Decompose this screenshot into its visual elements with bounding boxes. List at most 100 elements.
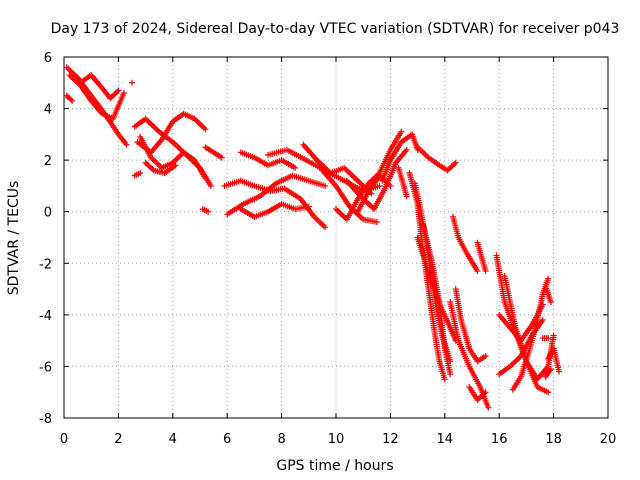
y-tick-label: 2 [44,154,52,169]
data-point [67,96,74,103]
series-track-25 [406,170,448,383]
data-point [202,175,209,182]
series-track-11 [199,206,212,215]
series-track-31 [447,298,492,411]
data-point [550,332,557,339]
series-track-10 [202,144,225,161]
data-point [547,366,554,373]
data-point [545,335,552,342]
series-track-37 [496,301,546,344]
data-point [129,79,135,86]
data-point [481,390,488,397]
y-tick-label: -8 [39,412,52,427]
data-point [137,170,144,177]
series-track-19 [333,128,405,223]
series-track-23 [395,164,410,200]
series-track-43 [129,79,135,86]
series-track-32 [474,239,489,275]
data-point [482,389,489,396]
data-point [398,128,405,135]
y-tick-label: -4 [39,309,52,324]
x-tick-label: 14 [437,432,454,447]
data-point [545,275,552,282]
data-point [322,182,329,189]
series-track-9 [131,170,144,179]
data-point [474,268,481,275]
y-tick-label: 4 [44,103,52,118]
y-axis-title: SDTVAR / TECUs [6,181,22,296]
x-tick-label: 10 [328,432,345,447]
data-point [452,159,459,166]
y-tick-labels: -8 -6 -4 -2 0 2 4 6 [39,51,52,427]
series-track-3 [63,92,76,104]
data-point [441,376,448,383]
data-point [373,219,380,226]
data-point [305,203,312,210]
series-track-4 [77,72,122,102]
y-tick-label: 0 [44,206,52,221]
x-axis-title: GPS time / hours [276,458,393,474]
series-track-12 [221,177,329,231]
x-tick-label: 18 [545,432,562,447]
data-point [545,389,552,396]
data-points [63,64,563,411]
data-point [172,162,179,169]
data-point [482,353,489,360]
series-track-30 [452,286,489,365]
x-tick-label: 8 [277,432,285,447]
series-track-18 [319,167,380,226]
x-tick-label: 0 [60,432,68,447]
x-tick-label: 12 [382,432,399,447]
data-point [120,90,127,97]
data-point [403,146,410,153]
x-tick-labels: 0 2 4 6 8 10 12 14 16 18 20 [60,432,616,447]
series-track-28 [420,221,454,378]
series-track-42 [539,335,552,342]
data-point [149,166,156,173]
data-point [207,182,214,189]
y-tick-label: -6 [39,360,52,375]
series-track-14 [237,200,312,220]
data-point [485,404,492,411]
series-track-22 [379,131,421,184]
data-point [539,317,546,324]
data-point [115,87,122,94]
series-track-33 [466,384,489,403]
series-track-39 [542,283,554,305]
data-point [451,161,458,168]
x-tick-label: 2 [114,432,122,447]
data-point [292,164,299,171]
y-tick-label: 6 [44,51,52,66]
series-track-24 [414,144,459,174]
x-tick-label: 6 [223,432,231,447]
data-point [556,368,563,375]
data-point [447,371,454,378]
series-track-8 [142,159,179,177]
series-track-7 [137,133,209,182]
series-track-15 [237,149,299,171]
data-point [403,193,410,200]
chart-title: Day 173 of 2024, Sidereal Day-to-day VTE… [51,21,620,37]
data-point [376,182,383,189]
data-point [218,154,225,161]
series-track-41 [542,366,554,380]
series-track-29 [449,213,481,275]
data-point [202,126,209,133]
series-track-2 [66,72,127,122]
x-tick-label: 20 [600,432,617,447]
data-point [123,141,130,148]
data-point [547,298,554,305]
series-track-6 [134,110,209,156]
data-point [322,224,329,231]
y-tick-label: -2 [39,257,52,272]
data-point [114,88,121,95]
axis-ticks [63,56,609,419]
series-track-40 [545,345,563,375]
data-point [69,97,76,104]
data-point [482,268,489,275]
data-point [387,182,394,189]
x-tick-label: 4 [169,432,177,447]
x-tick-label: 16 [491,432,508,447]
data-point [205,208,212,215]
